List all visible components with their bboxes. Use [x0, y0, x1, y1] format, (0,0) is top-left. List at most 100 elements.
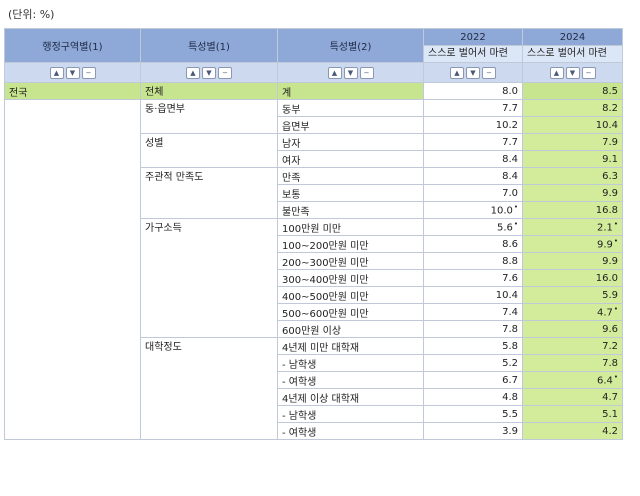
value-2022: 7.6 — [502, 272, 518, 284]
minus-icon[interactable]: − — [482, 66, 496, 79]
chevron-up-icon[interactable]: ▲ — [186, 66, 200, 79]
chevron-down-icon[interactable]: ▼ — [65, 66, 80, 79]
value-2024: 10.4 — [595, 119, 618, 131]
value-2022: 10.2 — [495, 119, 518, 131]
sort-controls: ▲ ▼ − — [140, 62, 278, 83]
table-row: 300~400만원 미만 7.6 16.0 — [5, 269, 623, 287]
value-2024: 2.1 — [596, 222, 613, 234]
value-cell-2022: 7.8 — [423, 320, 523, 338]
value-cell-2022: 7.7 — [423, 99, 523, 117]
value-2024: 7.9 — [602, 136, 618, 148]
chevron-down-icon[interactable]: ▼ — [466, 66, 480, 79]
table-row: - 남학생 5.5 5.1 — [5, 405, 623, 423]
value-cell-2024: 9.9• — [522, 235, 623, 253]
table-row: 동·읍면부 동부 7.7 8.2 — [4, 99, 623, 440]
category-cell: 동부 — [277, 99, 424, 117]
note-marker: • — [613, 220, 618, 229]
category-cell: 만족 — [277, 167, 424, 185]
value-2024: 6.4 — [596, 375, 613, 387]
chevron-up-icon[interactable]: ▲ — [450, 66, 464, 79]
value-2022: 6.7 — [502, 374, 518, 386]
value-2022: 8.8 — [502, 255, 518, 267]
sort-controls: ▲ ▼ − — [4, 62, 141, 83]
value-cell-2022: 4.8 — [423, 388, 523, 406]
value-2022: 4.8 — [502, 391, 518, 403]
value-2022: 7.0 — [502, 187, 518, 199]
sort-controls: ▲ ▼ − — [522, 62, 623, 83]
value-cell-2024: 6.4• — [522, 371, 623, 389]
table-row: 가구소득 100만원 미만 5.6• 2.1• — [5, 218, 623, 338]
chevron-down-icon[interactable]: ▼ — [343, 66, 358, 79]
category-cell: 600만원 이상 — [277, 320, 424, 338]
value-cell-2022: 10.2 — [423, 116, 523, 134]
category-cell: - 남학생 — [277, 354, 424, 372]
category-cell: - 여학생 — [277, 371, 424, 389]
value-cell-2024: 4.2 — [522, 422, 623, 440]
category-cell: 100~200만원 미만 — [277, 235, 424, 253]
value-cell-2022: 8.4 — [423, 167, 523, 185]
region-cell-empty — [4, 99, 141, 440]
chevron-down-icon[interactable]: ▼ — [565, 66, 580, 79]
value-2022: 10.0 — [490, 205, 513, 217]
region-cell: 전국 — [4, 82, 141, 100]
column-header-region[interactable]: 행정구역별(1) — [4, 28, 141, 63]
item-header-2024: 스스로 벌어서 마련 — [522, 45, 623, 63]
value-2024: 9.9 — [602, 255, 618, 267]
value-2024: 7.8 — [602, 357, 618, 369]
value-cell-2022: 6.7 — [423, 371, 523, 389]
chevron-up-icon[interactable]: ▲ — [549, 66, 564, 79]
value-2024: 4.2 — [602, 425, 618, 437]
table-row: 4년제 이상 대학재 4.8 4.7 — [5, 388, 623, 406]
table-row: 전국 전체 계 8.0 8.5 — [4, 82, 623, 100]
value-cell-2022: 5.2 — [423, 354, 523, 372]
minus-icon[interactable]: − — [581, 66, 596, 79]
column-header-year-2022[interactable]: 2022 — [423, 28, 523, 46]
group-cell: 주관적 만족도 — [140, 167, 278, 219]
group-cell: 가구소득 — [140, 218, 278, 338]
minus-icon[interactable]: − — [218, 66, 232, 79]
minus-icon[interactable]: − — [359, 66, 374, 79]
value-2022: 5.2 — [502, 357, 518, 369]
value-cell-2024: 7.9 — [522, 133, 623, 151]
category-cell: 남자 — [277, 133, 424, 151]
category-cell: - 여학생 — [277, 422, 424, 440]
unit-label: (단위: %) — [8, 8, 55, 21]
table-row: 주관적 만족도 만족 8.4 6.3 — [5, 167, 623, 219]
value-cell-2022: 10.0• — [423, 201, 523, 219]
chevron-up-icon[interactable]: ▲ — [49, 66, 64, 79]
value-cell-2024: 16.0 — [522, 269, 623, 287]
value-cell-2024: 8.2 — [522, 99, 623, 117]
category-cell: 4년제 미만 대학재 — [277, 337, 424, 355]
category-cell: - 남학생 — [277, 405, 424, 423]
table-row: - 여학생 3.9 4.2 — [5, 422, 623, 440]
value-cell-2024: 5.9 — [522, 286, 623, 304]
value-2024: 9.6 — [602, 323, 618, 335]
value-cell-2022: 7.7 — [423, 133, 523, 151]
value-cell-2022: 5.8 — [423, 337, 523, 355]
sort-controls: ▲ ▼ − — [277, 62, 424, 83]
chevron-up-icon[interactable]: ▲ — [327, 66, 342, 79]
note-marker: • — [613, 237, 618, 246]
value-2024: 5.1 — [602, 408, 618, 420]
column-header-characteristic-2[interactable]: 특성별(2) — [277, 28, 424, 63]
value-2022: 7.7 — [502, 136, 518, 148]
chevron-down-icon[interactable]: ▼ — [202, 66, 216, 79]
value-2022: 3.9 — [502, 425, 518, 437]
column-header-characteristic-1[interactable]: 특성별(1) — [140, 28, 278, 63]
value-cell-2024: 4.7 — [522, 388, 623, 406]
value-cell-2022: 7.0 — [423, 184, 523, 202]
column-header-year-2024[interactable]: 2024 — [522, 28, 623, 46]
value-2024: 5.9 — [602, 289, 618, 301]
value-2022: 8.0 — [502, 85, 518, 97]
value-cell-2022: 7.4 — [423, 303, 523, 321]
value-cell-2022: 5.6• — [423, 218, 523, 236]
table-row: - 남학생 5.2 7.8 — [5, 354, 623, 372]
value-2022: 8.4 — [502, 153, 518, 165]
minus-icon[interactable]: − — [81, 66, 96, 79]
group-cell: 동·읍면부 — [140, 99, 278, 134]
value-2022: 7.8 — [502, 323, 518, 335]
value-cell-2022: 10.4 — [423, 286, 523, 304]
group-cell: 성별 — [140, 133, 278, 168]
value-cell-2024: 9.6 — [522, 320, 623, 338]
category-cell: 불만족 — [277, 201, 424, 219]
